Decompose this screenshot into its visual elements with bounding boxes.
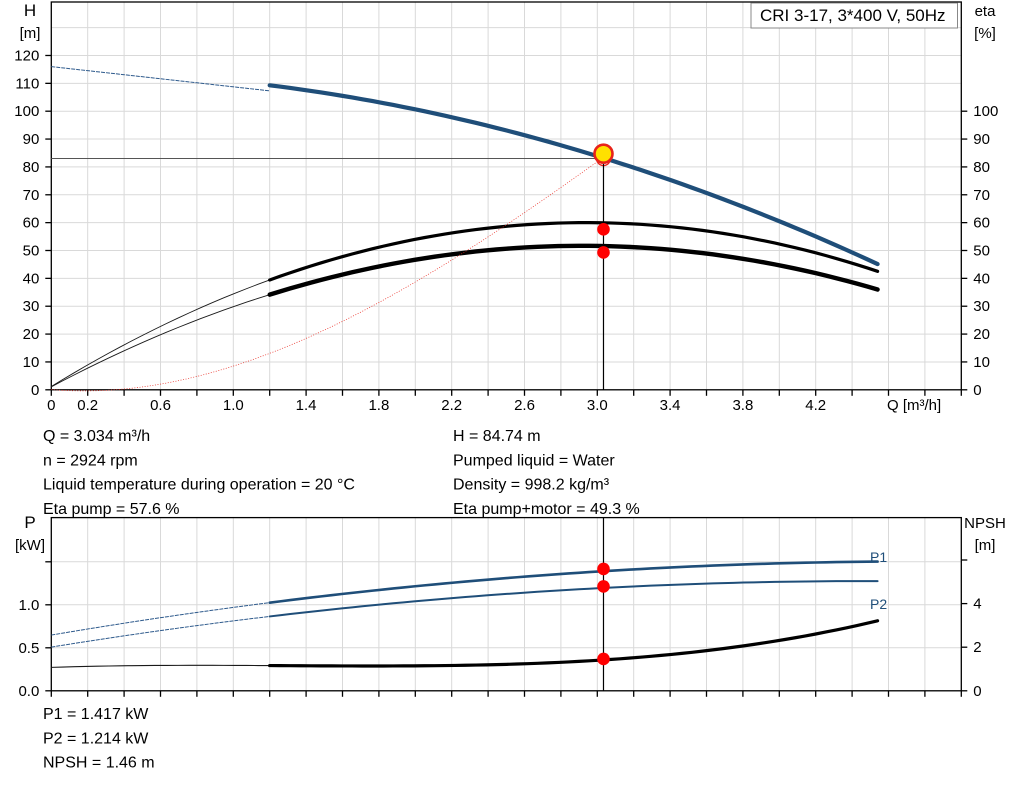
svg-text:P: P	[24, 513, 35, 532]
svg-text:70: 70	[23, 187, 40, 204]
svg-text:Density = 998.2 kg/m³: Density = 998.2 kg/m³	[453, 477, 610, 494]
svg-text:0.2: 0.2	[77, 397, 98, 414]
svg-text:Pumped liquid = Water: Pumped liquid = Water	[453, 452, 615, 469]
svg-text:Eta pump+motor = 49.3 %: Eta pump+motor = 49.3 %	[453, 501, 640, 518]
svg-text:60: 60	[973, 215, 990, 232]
svg-text:100: 100	[973, 103, 998, 120]
svg-text:10: 10	[23, 354, 40, 371]
svg-text:30: 30	[23, 298, 40, 315]
svg-text:Q = 3.034 m³/h: Q = 3.034 m³/h	[43, 428, 150, 445]
svg-text:10: 10	[973, 354, 990, 371]
svg-text:0: 0	[47, 397, 55, 414]
svg-text:20: 20	[23, 326, 40, 343]
svg-text:n = 2924 rpm: n = 2924 rpm	[43, 452, 138, 469]
svg-text:1.0: 1.0	[18, 597, 39, 614]
svg-text:H = 84.74 m: H = 84.74 m	[453, 428, 541, 445]
svg-text:P2 = 1.214 kW: P2 = 1.214 kW	[43, 730, 149, 747]
svg-text:90: 90	[23, 131, 40, 148]
svg-text:3.8: 3.8	[732, 397, 753, 414]
svg-text:80: 80	[23, 159, 40, 176]
svg-text:NPSH = 1.46 m: NPSH = 1.46 m	[43, 755, 155, 772]
svg-text:P1: P1	[870, 549, 887, 565]
svg-text:50: 50	[973, 243, 990, 260]
svg-text:110: 110	[15, 75, 39, 92]
svg-text:50: 50	[23, 243, 40, 260]
svg-text:1.0: 1.0	[223, 397, 244, 414]
svg-text:1.4: 1.4	[296, 397, 317, 414]
svg-text:Liquid temperature during oper: Liquid temperature during operation = 20…	[43, 477, 355, 494]
svg-text:4.2: 4.2	[805, 397, 826, 414]
svg-text:[%]: [%]	[974, 25, 996, 42]
svg-text:[m]: [m]	[20, 25, 41, 42]
svg-text:60: 60	[23, 215, 40, 232]
svg-text:eta: eta	[975, 3, 997, 20]
svg-text:1.8: 1.8	[368, 397, 389, 414]
svg-text:P1 = 1.417 kW: P1 = 1.417 kW	[43, 706, 149, 723]
svg-text:3.0: 3.0	[587, 397, 608, 414]
svg-text:30: 30	[973, 298, 990, 315]
svg-text:70: 70	[973, 187, 990, 204]
svg-text:0.0: 0.0	[18, 683, 39, 700]
svg-text:0.5: 0.5	[18, 640, 39, 657]
svg-text:0: 0	[973, 683, 981, 700]
svg-text:4: 4	[973, 596, 981, 613]
svg-text:3.4: 3.4	[660, 397, 681, 414]
svg-text:90: 90	[973, 131, 990, 148]
svg-text:P2: P2	[870, 596, 887, 612]
svg-text:[kW]: [kW]	[15, 537, 45, 554]
svg-text:40: 40	[973, 270, 990, 287]
svg-text:120: 120	[14, 48, 39, 65]
svg-text:80: 80	[973, 159, 990, 176]
svg-text:20: 20	[973, 326, 990, 343]
svg-text:0: 0	[973, 382, 981, 399]
svg-text:0: 0	[31, 382, 39, 399]
svg-text:2.2: 2.2	[441, 397, 462, 414]
svg-text:H: H	[24, 1, 36, 20]
svg-text:NPSH: NPSH	[964, 515, 1006, 532]
svg-text:2: 2	[973, 639, 981, 656]
svg-text:0.6: 0.6	[150, 397, 171, 414]
svg-text:2.6: 2.6	[514, 397, 535, 414]
svg-text:40: 40	[23, 270, 40, 287]
svg-text:[m]: [m]	[975, 537, 996, 554]
svg-text:Q [m³/h]: Q [m³/h]	[887, 397, 941, 414]
svg-text:CRI 3-17, 3*400 V, 50Hz: CRI 3-17, 3*400 V, 50Hz	[760, 6, 946, 25]
svg-text:Eta pump = 57.6 %: Eta pump = 57.6 %	[43, 501, 180, 518]
svg-text:100: 100	[14, 103, 39, 120]
